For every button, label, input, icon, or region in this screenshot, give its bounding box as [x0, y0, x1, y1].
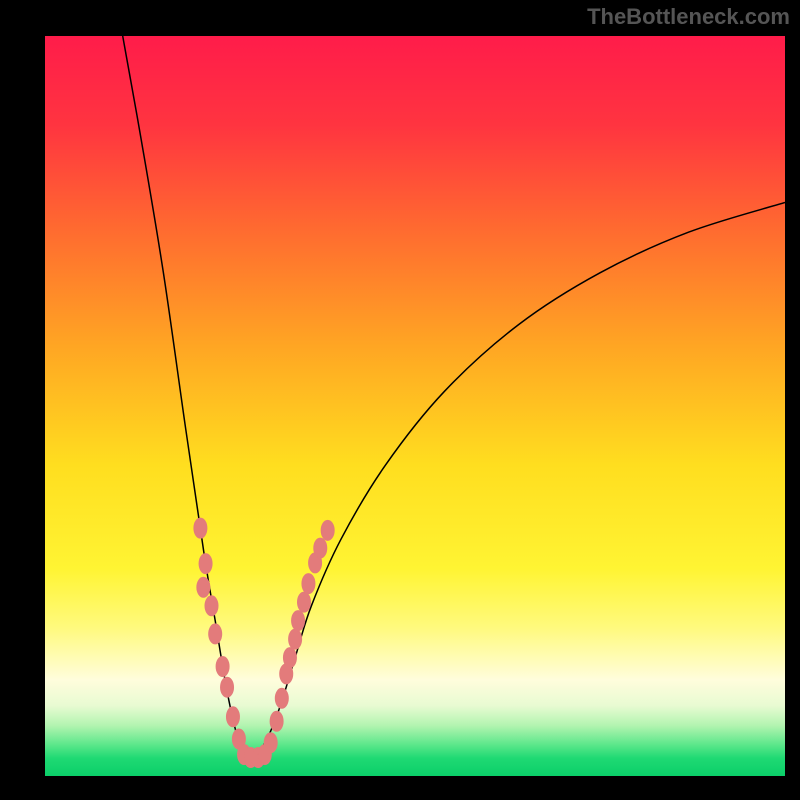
data-point	[270, 711, 283, 731]
data-point	[199, 554, 212, 574]
data-point	[292, 611, 305, 631]
data-point	[194, 518, 207, 538]
data-point	[209, 624, 222, 644]
data-point	[216, 656, 229, 676]
data-point	[298, 592, 311, 612]
data-point	[283, 648, 296, 668]
data-point	[289, 629, 302, 649]
data-point	[197, 577, 210, 597]
data-point	[205, 596, 218, 616]
data-point	[264, 733, 277, 753]
data-point	[321, 520, 334, 540]
data-point	[302, 574, 315, 594]
data-points	[45, 36, 785, 776]
data-point	[275, 688, 288, 708]
plot-area	[45, 36, 785, 776]
data-point	[221, 677, 234, 697]
outer-frame: TheBottleneck.com	[0, 0, 800, 800]
data-point	[314, 538, 327, 558]
watermark-text: TheBottleneck.com	[587, 4, 790, 30]
data-point	[226, 707, 239, 727]
